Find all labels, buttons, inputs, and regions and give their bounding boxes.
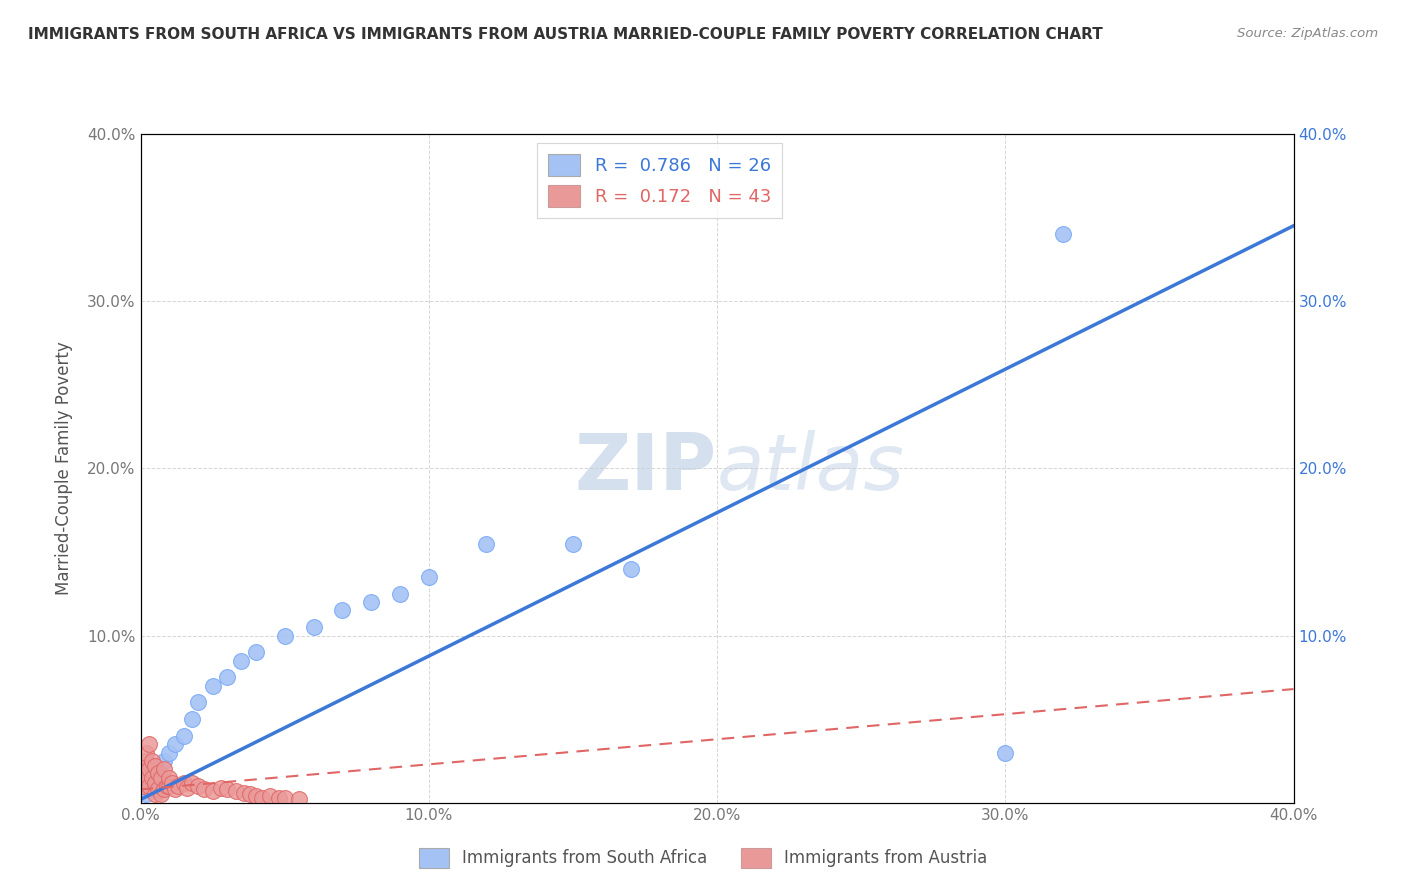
- Point: [138, 782, 160, 797]
- Point: [209, 780, 232, 795]
- Point: [173, 775, 195, 790]
- Point: [135, 788, 157, 802]
- Point: [132, 771, 155, 785]
- Point: [475, 536, 498, 550]
- Point: [274, 790, 297, 805]
- Point: [162, 775, 184, 790]
- Point: [994, 746, 1017, 760]
- Point: [245, 789, 267, 803]
- Point: [193, 782, 215, 797]
- Point: [173, 729, 195, 743]
- Point: [233, 786, 256, 800]
- Point: [239, 788, 262, 802]
- Point: [135, 771, 157, 785]
- Point: [1052, 227, 1074, 241]
- Point: [245, 645, 267, 659]
- Point: [201, 784, 224, 798]
- Point: [259, 789, 281, 803]
- Point: [132, 779, 155, 793]
- Point: [225, 784, 247, 798]
- Point: [288, 792, 311, 806]
- Point: [138, 762, 160, 776]
- Text: Source: ZipAtlas.com: Source: ZipAtlas.com: [1237, 27, 1378, 40]
- Point: [267, 790, 290, 805]
- Point: [143, 771, 166, 785]
- Point: [141, 754, 163, 768]
- Point: [181, 775, 204, 790]
- Point: [146, 782, 169, 797]
- Text: ZIP: ZIP: [575, 430, 717, 507]
- Point: [152, 782, 174, 797]
- Point: [138, 779, 160, 793]
- Point: [176, 780, 198, 795]
- Point: [418, 570, 440, 584]
- Point: [146, 762, 169, 776]
- Point: [149, 788, 172, 802]
- Point: [132, 762, 155, 776]
- Text: IMMIGRANTS FROM SOUTH AFRICA VS IMMIGRANTS FROM AUSTRIA MARRIED-COUPLE FAMILY PO: IMMIGRANTS FROM SOUTH AFRICA VS IMMIGRAN…: [28, 27, 1102, 42]
- Legend: Immigrants from South Africa, Immigrants from Austria: Immigrants from South Africa, Immigrants…: [412, 841, 994, 875]
- Point: [152, 754, 174, 768]
- Point: [388, 587, 411, 601]
- Point: [143, 775, 166, 790]
- Point: [360, 595, 382, 609]
- Point: [231, 654, 253, 668]
- Point: [159, 746, 180, 760]
- Point: [138, 737, 160, 751]
- Point: [149, 771, 172, 785]
- Point: [165, 737, 187, 751]
- Point: [217, 670, 239, 684]
- Point: [181, 712, 204, 726]
- Point: [250, 790, 273, 805]
- Point: [332, 603, 354, 617]
- Point: [159, 771, 180, 785]
- Point: [141, 779, 163, 793]
- Point: [274, 628, 297, 642]
- Point: [167, 779, 190, 793]
- Point: [152, 762, 174, 776]
- Point: [201, 679, 224, 693]
- Point: [165, 782, 187, 797]
- Point: [146, 765, 169, 780]
- Point: [562, 536, 585, 550]
- Point: [143, 788, 166, 802]
- Point: [302, 620, 325, 634]
- Text: atlas: atlas: [717, 430, 905, 507]
- Legend: R =  0.786   N = 26, R =  0.172   N = 43: R = 0.786 N = 26, R = 0.172 N = 43: [537, 143, 782, 218]
- Point: [187, 696, 209, 710]
- Point: [135, 754, 157, 768]
- Y-axis label: Married-Couple Family Poverty: Married-Couple Family Poverty: [55, 342, 73, 595]
- Point: [143, 759, 166, 773]
- Point: [619, 562, 641, 576]
- Point: [135, 746, 157, 760]
- Point: [155, 779, 177, 793]
- Point: [217, 782, 239, 797]
- Point: [159, 779, 180, 793]
- Point: [141, 771, 163, 785]
- Point: [187, 779, 209, 793]
